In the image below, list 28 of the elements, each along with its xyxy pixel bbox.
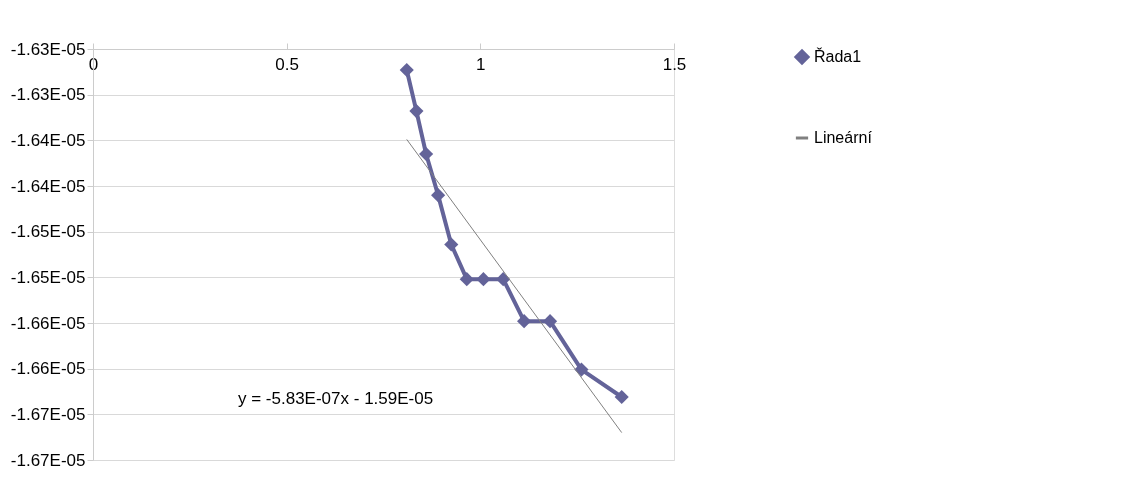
y-tick-label: -1.67E-05 (10, 450, 86, 470)
x-tick-label: 1 (476, 54, 486, 74)
y-tick-label: -1.67E-05 (10, 404, 86, 424)
point (399, 62, 414, 78)
legend-label: Lineární (814, 129, 873, 146)
point (476, 272, 491, 287)
y-tick-label: -1.66E-05 (10, 313, 86, 333)
point (409, 104, 424, 119)
y-tick-label: -1.63E-05 (10, 85, 86, 105)
point (496, 272, 511, 287)
y-tick-label: -1.65E-05 (10, 267, 86, 287)
point (444, 237, 459, 252)
point (614, 389, 629, 405)
point (459, 272, 474, 287)
x-tick-label: 0.5 (275, 54, 299, 74)
y-tick-label: -1.64E-05 (10, 130, 86, 150)
legend-label: Řada1 (814, 47, 862, 65)
y-tick-label: -1.63E-05 (10, 39, 86, 59)
point (542, 314, 558, 329)
point (574, 362, 589, 377)
point (419, 146, 434, 162)
annotation: y = -5.83E-07x - 1.59E-05 (238, 389, 434, 408)
y-tick-label: -1.65E-05 (10, 222, 86, 242)
x-tick-label: 1.5 (662, 54, 687, 74)
y-tick-label: -1.66E-05 (10, 359, 86, 379)
point (517, 314, 532, 329)
y-tick-label: -1.64E-05 (10, 176, 86, 196)
point (431, 188, 446, 203)
